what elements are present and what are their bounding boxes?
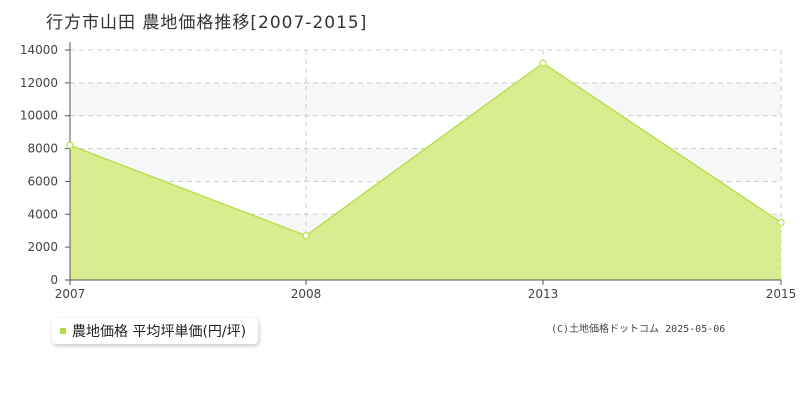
y-tick-label: 10000 bbox=[20, 109, 58, 123]
legend-marker bbox=[60, 328, 66, 334]
copyright-credit: (C)土地価格ドットコム 2025-05-06 bbox=[551, 324, 726, 335]
y-tick-label: 4000 bbox=[27, 207, 58, 221]
x-tick-labels: 2007 2008 2013 2015 bbox=[55, 287, 797, 301]
data-point bbox=[777, 218, 785, 227]
legend-label: 農地価格 平均坪単価(円/坪) bbox=[72, 324, 247, 340]
x-tick-label: 2007 bbox=[55, 287, 86, 301]
legend: 農地価格 平均坪単価(円/坪) bbox=[52, 318, 259, 344]
series-line bbox=[69, 62, 782, 237]
series-area bbox=[70, 63, 781, 281]
plot-band bbox=[70, 115, 781, 149]
y-tick-label: 12000 bbox=[20, 76, 58, 90]
y-tick-labels: 0 2000 4000 6000 8000 10000 12000 14000 bbox=[20, 43, 58, 287]
x-tick-label: 2015 bbox=[766, 287, 797, 301]
data-point bbox=[539, 59, 547, 67]
data-point bbox=[302, 232, 310, 240]
plot-band bbox=[70, 50, 781, 83]
y-tick-label: 2000 bbox=[27, 240, 58, 254]
data-point bbox=[66, 141, 74, 149]
y-tick-label: 8000 bbox=[27, 142, 58, 156]
data-points bbox=[66, 59, 785, 240]
chart-title: 行方市山田 農地価格推移[2007-2015] bbox=[46, 13, 368, 33]
y-tick-label: 6000 bbox=[27, 174, 58, 188]
y-tick-label: 0 bbox=[50, 273, 58, 287]
plot-band bbox=[70, 82, 781, 116]
axes bbox=[65, 42, 782, 285]
data-area bbox=[69, 62, 782, 281]
x-tick-label: 2008 bbox=[291, 287, 322, 301]
y-tick-label: 14000 bbox=[20, 43, 58, 57]
x-tick-label: 2013 bbox=[528, 287, 559, 301]
